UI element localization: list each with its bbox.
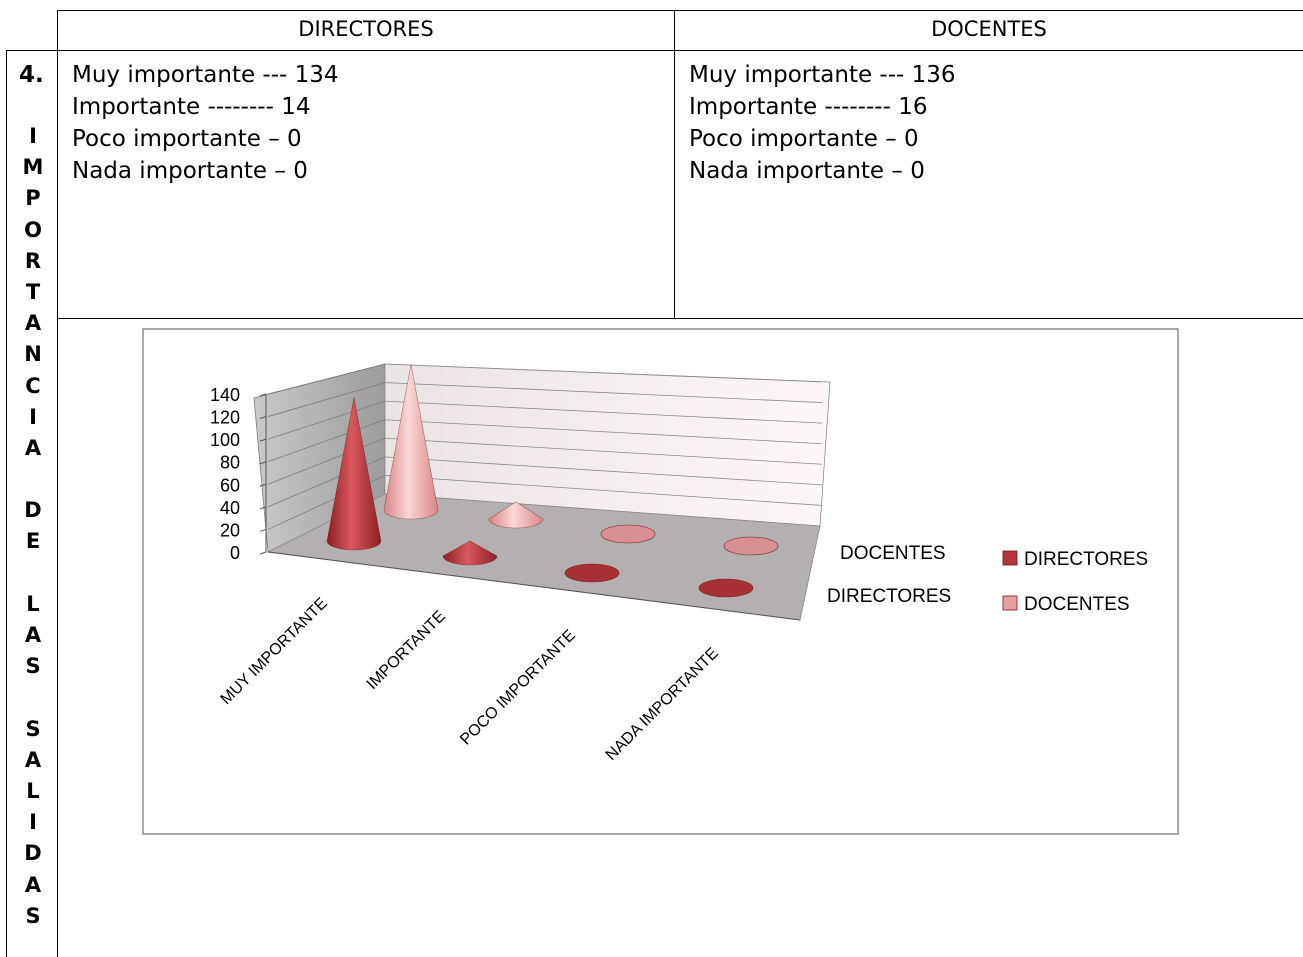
- vertical-title-letter: I: [29, 404, 37, 429]
- y-tick-label: 20: [220, 520, 240, 540]
- legend-swatch-directores: [1002, 550, 1018, 566]
- y-tick-mark: [259, 528, 267, 532]
- y-tick-label: 60: [220, 475, 240, 495]
- directores-answer-line: Importante -------- 14: [72, 94, 311, 120]
- vertical-title-letter: I: [29, 124, 37, 148]
- docentes-answers: Muy importante --- 136 Importante -------…: [689, 59, 956, 187]
- directores-answer-line: Nada importante – 0: [72, 158, 308, 184]
- x-axis: [267, 551, 801, 621]
- gridline-back: [384, 419, 823, 445]
- header-bottom-border: [6, 50, 1303, 51]
- y-tick-mark: [259, 393, 267, 397]
- cone-docentes-0: [383, 364, 439, 520]
- vertical-title-letter: N: [24, 342, 42, 367]
- row-divider: [57, 318, 1303, 319]
- vertical-title-letter: S: [25, 716, 41, 741]
- cone-directores-3: [698, 578, 754, 598]
- gridline-back: [384, 437, 823, 465]
- table-top-border: [57, 10, 1303, 11]
- y-tick-label: 140: [210, 385, 240, 405]
- gridline-back: [384, 475, 823, 506]
- vertical-title-letter: D: [24, 841, 42, 866]
- vertical-title-letter: R: [24, 248, 42, 273]
- vertical-title-letter: D: [24, 498, 42, 523]
- y-tick-label: 80: [220, 453, 240, 473]
- gridline-left: [267, 437, 386, 485]
- gridline-back: [384, 382, 823, 403]
- y-tick-label: 0: [230, 543, 240, 563]
- y-tick-label: 40: [220, 498, 240, 518]
- docentes-answer-line: Muy importante --- 136: [689, 62, 956, 88]
- left-border: [6, 50, 7, 957]
- question-number: 4.: [19, 62, 44, 88]
- depth-label-directores: DIRECTORES: [827, 586, 951, 607]
- header-docentes: DOCENTES: [931, 17, 1047, 41]
- vertical-title-letter: C: [25, 373, 41, 398]
- vertical-title-letter: P: [25, 186, 41, 211]
- cone-docentes-2: [600, 524, 656, 544]
- docentes-answer-line: Importante -------- 16: [689, 94, 928, 120]
- vertical-title-letter: S: [25, 654, 41, 679]
- header-directores: DIRECTORES: [298, 17, 434, 41]
- directores-answer-line: Poco importante – 0: [72, 126, 302, 152]
- y-tick-mark: [259, 438, 267, 442]
- vertical-title-letter: E: [25, 529, 41, 554]
- gridline-left: [267, 363, 386, 395]
- y-tick-mark: [259, 416, 267, 420]
- cone-docentes-1: [488, 501, 544, 529]
- vertical-title-letter: A: [24, 747, 42, 772]
- vertical-title-letter: A: [24, 872, 42, 897]
- legend-label-docentes: DOCENTES: [1024, 594, 1130, 615]
- vertical-title-letter: A: [24, 623, 42, 647]
- gridline-left: [267, 400, 386, 440]
- legend-label-directores: DIRECTORES: [1024, 549, 1148, 570]
- directores-answer-line: Muy importante --- 134: [72, 62, 339, 88]
- gridline-left: [267, 382, 386, 417]
- docentes-answer-line: Poco importante – 0: [689, 126, 919, 152]
- vertical-title-letter: I: [29, 810, 37, 835]
- directores-answers: Muy importante --- 134 Importante -------…: [72, 59, 339, 187]
- cone-directores-1: [442, 540, 498, 566]
- y-tick-mark: [259, 551, 267, 555]
- vertical-title-letter: L: [26, 591, 40, 616]
- y-tick-mark: [259, 483, 267, 487]
- gridline-back: [384, 400, 823, 424]
- y-tick-label: 120: [210, 408, 240, 428]
- vertical-title-letter: M: [22, 155, 44, 180]
- cone-docentes-3: [723, 536, 779, 556]
- cone-directores-2: [564, 563, 620, 583]
- gridline-left: [267, 419, 386, 463]
- vertical-title-letter: O: [24, 217, 42, 242]
- vertical-title-letter: A: [24, 311, 42, 336]
- cone-directores-0: [326, 397, 382, 551]
- gridline-back: [384, 363, 823, 383]
- legend-swatch-docentes: [1002, 595, 1018, 611]
- gridline-back: [384, 456, 823, 486]
- y-tick-mark: [259, 506, 267, 510]
- y-tick-mark: [259, 461, 267, 465]
- vertical-title-letter: S: [25, 903, 41, 928]
- y-tick-label: 100: [210, 430, 240, 450]
- depth-label-docentes: DOCENTES: [840, 543, 946, 564]
- vertical-title-letter: L: [26, 778, 40, 803]
- first-column-border: [57, 10, 58, 957]
- middle-column-border: [674, 10, 675, 318]
- vertical-title-letter: A: [24, 435, 42, 460]
- docentes-answer-line: Nada importante – 0: [689, 158, 925, 184]
- vertical-title-letter: T: [25, 279, 41, 304]
